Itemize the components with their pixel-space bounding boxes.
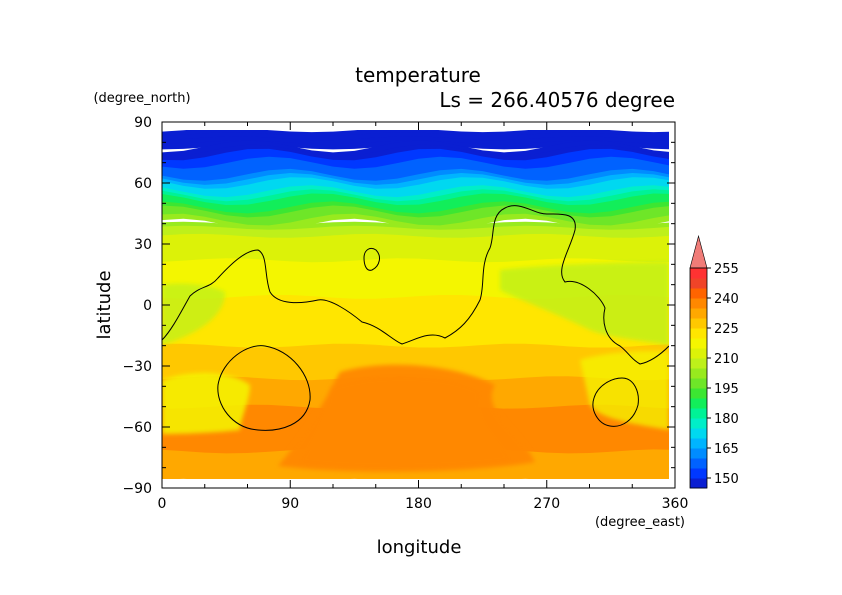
x-tick-label: 0 [158,496,167,512]
zonal-band [162,160,669,178]
zonal-band [162,197,669,215]
zonal-band [162,347,669,357]
colorbar-swatch [690,458,707,469]
y-tick-label: −30 [122,359,152,375]
zonal-band [162,469,669,479]
colorbar-swatch [690,358,707,369]
zonal-band [162,193,669,211]
colorbar-swatch [690,278,707,289]
y-tick-label: 90 [134,115,152,131]
zonal-band [162,177,669,194]
colorbar-label: 195 [714,382,739,397]
colorbar-swatch [690,438,707,449]
zonal-band [162,307,669,316]
colorbar-swatch [690,408,707,419]
colorbar-label: 255 [714,262,739,277]
colorbar-swatch [690,448,707,459]
contour-island-north [363,247,380,271]
zonal-band [162,242,669,251]
zonal-band [162,303,669,312]
colorbar-swatch [690,398,707,409]
zonal-band [162,152,669,170]
colorbar-label: 225 [714,322,739,337]
zonal-band [162,360,669,369]
colorbar-swatch [690,308,707,319]
colorbar-label: 240 [714,292,739,307]
zonal-band [162,343,669,353]
y-tick-label: 60 [134,176,152,192]
zonal-band [162,233,669,243]
colorbar-swatch [690,368,707,379]
colorbar-swatch [690,388,707,399]
colorbar-swatch [690,298,707,309]
colorbar-swatch [690,338,707,349]
x-tick-label: 90 [281,496,299,512]
colorbar-swatch [690,268,707,279]
colorbar-label: 210 [714,352,739,367]
colorbar-swatch [690,478,707,489]
zonal-band [162,339,669,349]
x-tick-label: 270 [533,496,560,512]
y-tick-label: −90 [122,481,152,497]
contour-loop-west [217,345,311,431]
x-axis: 0 90 180 270 360 [158,122,689,512]
colorbar-swatch [690,288,707,299]
zonal-band [162,144,669,162]
chart-title: temperature [355,63,481,87]
y-axis-label: latitude [94,270,115,339]
zonal-band [162,473,669,479]
y-axis: −90 −60 −30 0 30 60 90 [122,115,675,497]
zonal-band [162,225,669,235]
zonal-band [162,181,669,199]
colorbar-swatch [690,378,707,389]
chart-subtitle: Ls = 266.40576 degree [439,88,675,112]
colorbar-swatch [690,328,707,339]
zonal-band [162,185,669,203]
x-axis-label: longitude [377,537,462,558]
contour-lines [162,205,669,431]
zonal-band [162,148,669,166]
zonal-band [162,250,669,260]
green-lobe-west [162,283,225,345]
zonal-band [162,351,669,361]
temperature-field [162,130,669,479]
colorbar-swatch [690,348,707,359]
warm-region-south-edge [300,377,510,468]
colorbar-frame [689,267,708,489]
zonal-band [162,221,669,231]
zonal-band [162,246,669,256]
colorbar-swatch [690,318,707,329]
x-tick-label: 180 [405,496,432,512]
y-tick-label: −60 [122,420,152,436]
contour-main [162,205,669,365]
green-lobe-east [500,262,669,345]
zonal-band [162,229,669,239]
y-axis-unit: (degree_north) [93,91,190,106]
x-tick-label: 360 [662,496,689,512]
yellow-region-west [162,373,250,434]
colorbar-extension-max [689,234,708,269]
contour-loop-east [592,377,639,427]
zonal-band [162,209,669,227]
zonal-band [162,168,669,186]
colorbar-label: 180 [714,412,739,427]
zonal-band [162,237,669,247]
zonal-band [162,355,669,365]
colorbar-label: 150 [714,472,739,487]
zonal-band [162,201,669,219]
x-axis-unit: (degree_east) [595,515,685,530]
colorbar-swatch [690,428,707,439]
yellow-region-east [580,350,669,430]
colorbar-label: 165 [714,442,739,457]
colorbar-swatch [690,468,707,479]
colorbar-swatch [690,418,707,429]
y-tick-label: 0 [143,298,152,314]
y-tick-label: 30 [134,237,152,253]
zonal-band [162,173,669,190]
colorbar: 150 165 180 195 210 225 240 255 [689,234,739,489]
